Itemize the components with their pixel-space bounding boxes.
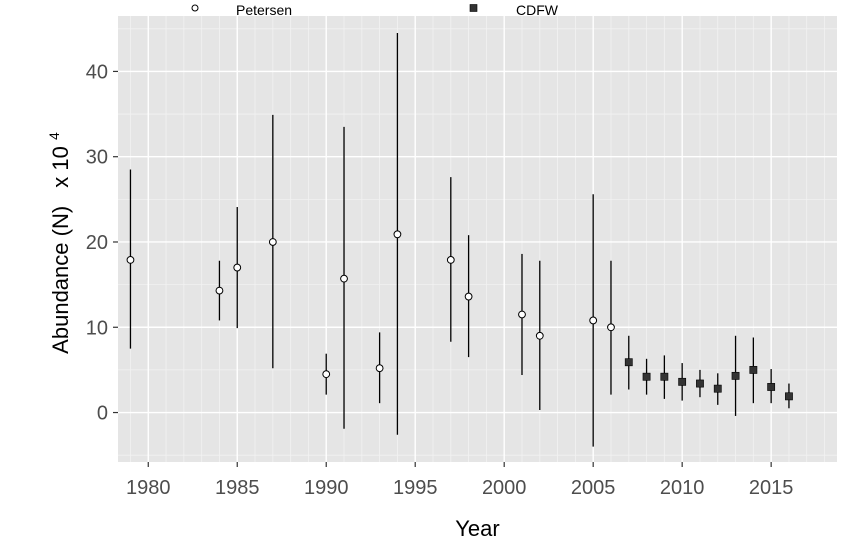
x-tick-label: 2010 [660,477,705,499]
legend-label-petersen: Petersen [236,2,292,18]
y-tick-label: 30 [86,147,108,169]
point-petersen [215,286,224,295]
data-points [126,230,793,401]
point-cdfw [642,372,651,381]
y-axis-title: Abundance (N) x 10 4 [46,132,73,354]
x-tick-label: 1990 [304,477,349,499]
legend: Petersen CDFW [191,2,559,18]
y-axis-multiplier: x 10 [48,146,73,188]
point-petersen [233,263,242,272]
x-axis-ticks: 1980 1985 1990 1995 2000 2005 2010 2015 [126,462,793,499]
y-tick-label: 40 [86,61,108,83]
point-cdfw [731,371,740,380]
y-axis-title-main: Abundance (N) [48,206,73,354]
point-cdfw [785,392,793,401]
legend-marker-petersen [191,4,199,12]
legend-marker-cdfw [469,4,478,12]
y-tick-label: 10 [86,317,108,339]
point-petersen [322,370,331,379]
y-axis-exponent: 4 [46,132,62,140]
point-petersen [446,255,455,264]
x-tick-label: 1980 [126,477,171,499]
point-cdfw [767,383,776,391]
point-cdfw [713,384,722,393]
x-tick-label: 2005 [571,477,616,499]
x-tick-label: 2000 [482,477,527,499]
point-petersen [607,323,615,332]
point-cdfw [660,372,669,381]
point-cdfw [678,377,687,386]
x-tick-label: 2015 [749,477,794,499]
point-cdfw [749,366,758,374]
point-petersen [126,255,135,264]
point-petersen [340,274,348,283]
y-axis-ticks: 0 10 20 30 40 [86,61,118,425]
y-tick-label: 0 [97,403,108,425]
point-cdfw [696,379,704,388]
point-petersen [518,310,526,319]
point-petersen [589,316,598,325]
point-petersen [375,364,384,373]
point-petersen [464,292,473,301]
x-axis-title: Year [455,516,499,541]
y-tick-label: 20 [86,232,108,254]
plot-panel [118,16,837,462]
point-petersen [268,238,277,246]
point-petersen [393,230,402,239]
point-cdfw [624,358,633,367]
point-petersen [535,331,544,340]
x-tick-label: 1985 [215,477,260,499]
legend-label-cdfw: CDFW [516,2,559,18]
x-tick-label: 1995 [393,477,438,499]
